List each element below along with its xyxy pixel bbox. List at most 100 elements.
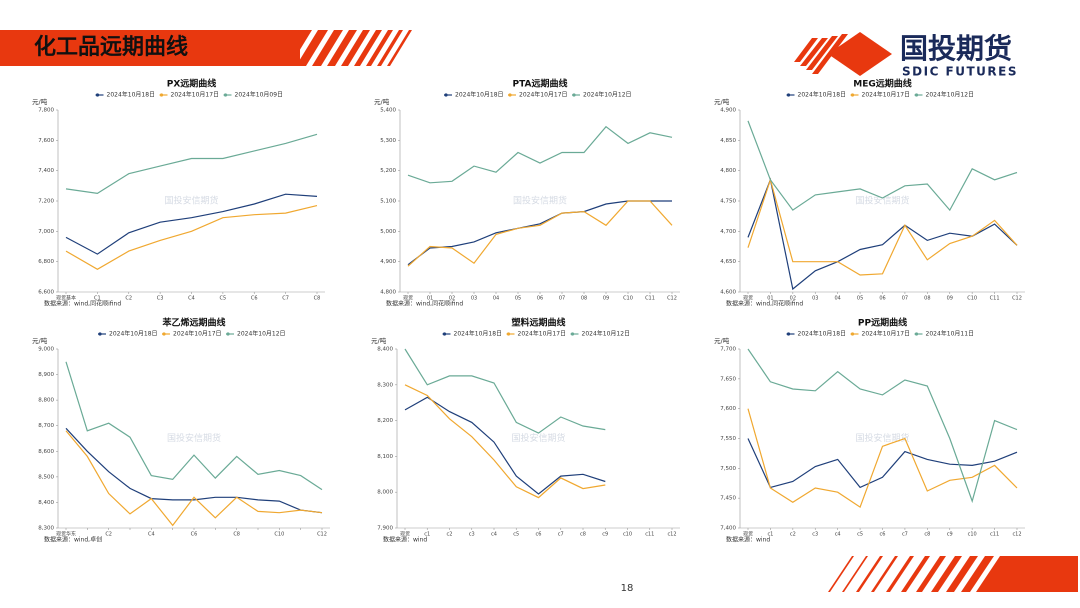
x-tick-label: c10 — [968, 532, 977, 538]
series-line — [747, 120, 1018, 212]
source-note: 数据来源：wind — [383, 536, 427, 544]
legend-dot — [444, 93, 448, 97]
chart-title: 塑料远期曲线 — [511, 317, 565, 329]
legend-label: 2024年10月18日 — [107, 91, 156, 99]
y-axis-label: 元/吨 — [32, 97, 48, 106]
y-tick-label: 8,300 — [38, 526, 54, 532]
x-tick-label: c11 — [645, 532, 654, 538]
x-tick-label: 现货 — [743, 531, 753, 538]
legend-label: 2024年10月09日 — [235, 91, 284, 99]
y-tick-label: 8,400 — [377, 347, 393, 353]
x-tick-label: 07 — [902, 296, 908, 302]
x-tick-label: c9 — [602, 532, 608, 538]
x-tick-label: c2 — [790, 532, 796, 538]
y-tick-label: 4,900 — [380, 259, 396, 265]
watermark: 国投安信期货 — [513, 195, 567, 207]
slide-title: 化工品远期曲线 — [34, 34, 188, 60]
logo-mark — [794, 32, 892, 76]
y-tick-label: 7,400 — [720, 526, 736, 532]
chart-title: PP远期曲线 — [858, 317, 907, 329]
y-tick-label: 8,100 — [377, 454, 393, 460]
legend-label: 2024年10月17日 — [862, 330, 911, 338]
legend-label: 2024年10月12日 — [583, 91, 632, 99]
y-axis-label: 元/吨 — [374, 97, 390, 106]
x-tick-label: 05 — [857, 296, 863, 302]
y-tick-label: 4,650 — [720, 259, 736, 265]
x-tick-label: c3 — [469, 532, 475, 538]
legend-label: 2024年10月17日 — [862, 91, 911, 99]
x-tick-label: C10 — [274, 532, 284, 538]
legend-dot — [508, 93, 512, 97]
x-tick-label: c12 — [667, 532, 676, 538]
chart: PP远期曲线 2024年10月18日 2024年10月17日 2024年10月11日元… — [714, 317, 1025, 544]
x-tick-label: 06 — [537, 296, 543, 302]
legend-label: 2024年10月18日 — [798, 91, 847, 99]
logo-text: 国投期货 — [900, 32, 1012, 65]
y-tick-label: 5,400 — [380, 108, 396, 114]
y-tick-label: 8,500 — [38, 474, 54, 480]
y-tick-label: 8,700 — [38, 423, 54, 429]
y-tick-label: 4,800 — [720, 168, 736, 174]
legend-dot — [914, 332, 919, 336]
source-note: 数据来源：wind,同花顺ifind — [726, 300, 803, 308]
series-line — [407, 200, 672, 266]
series-line — [407, 125, 673, 184]
legend-dot — [850, 93, 855, 97]
y-tick-label: 7,800 — [38, 108, 54, 114]
legend-dot — [159, 93, 164, 97]
y-axis-label: 元/吨 — [714, 336, 730, 345]
x-tick-label: C6 — [251, 296, 258, 302]
series-line — [65, 430, 323, 527]
legend-label: 2024年10月17日 — [518, 330, 567, 338]
x-tick-label: C11 — [990, 296, 1000, 302]
y-axis-label: 元/吨 — [371, 336, 387, 345]
y-axis-label: 元/吨 — [32, 336, 48, 345]
y-tick-label: 7,650 — [720, 376, 736, 382]
x-tick-label: c12 — [1012, 532, 1021, 538]
series-line — [65, 205, 318, 270]
y-tick-label: 4,900 — [720, 108, 736, 114]
source-note: 数据来源：wind — [726, 536, 770, 544]
legend-dot — [570, 332, 575, 336]
legend-label: 2024年10月12日 — [926, 91, 975, 99]
y-tick-label: 7,600 — [720, 406, 736, 412]
chart-title: MEG远期曲线 — [853, 78, 912, 90]
watermark: 国投安信期货 — [164, 195, 218, 207]
legend-dot — [226, 332, 230, 336]
x-tick-label: c1 — [767, 532, 773, 538]
x-tick-label: 07 — [559, 296, 565, 302]
legend-dot — [95, 93, 100, 97]
y-tick-label: 5,200 — [380, 168, 396, 174]
y-tick-label: 8,600 — [38, 449, 54, 455]
chart: PX远期曲线 2024年10月18日 2024年10月17日 2024年10月09日元… — [32, 78, 325, 308]
watermark: 国投安信期货 — [855, 195, 909, 207]
y-tick-label: 7,000 — [38, 229, 54, 235]
y-tick-label: 4,800 — [380, 290, 396, 296]
chart: 塑料远期曲线 2024年10月18日 2024年10月17日 2024年10月12日元… — [371, 317, 680, 544]
legend-label: 2024年10月18日 — [798, 330, 847, 338]
chart-title: PX远期曲线 — [167, 78, 217, 90]
y-tick-label: 7,400 — [38, 168, 54, 174]
x-tick-label: 06 — [879, 296, 885, 302]
y-axis-label: 元/吨 — [714, 97, 730, 106]
source-note: 数据来源：wind,同花顺ifind — [386, 300, 463, 308]
y-tick-label: 4,750 — [720, 199, 736, 205]
y-tick-label: 4,850 — [720, 138, 736, 144]
x-tick-label: C10 — [967, 296, 977, 302]
x-tick-label: c11 — [990, 532, 999, 538]
y-tick-label: 5,100 — [380, 199, 396, 205]
x-tick-label: 03 — [812, 296, 818, 302]
legend-label: 2024年10月17日 — [171, 91, 220, 99]
x-tick-label: c1 — [424, 532, 430, 538]
x-tick-label: c3 — [812, 532, 818, 538]
y-tick-label: 5,300 — [380, 138, 396, 144]
x-tick-label: C8 — [233, 532, 240, 538]
x-tick-label: C5 — [220, 296, 227, 302]
x-tick-label: c8 — [924, 532, 930, 538]
x-tick-label: c7 — [558, 532, 564, 538]
y-tick-label: 7,550 — [720, 436, 736, 442]
watermark: 国投安信期货 — [855, 432, 909, 444]
series-line — [407, 200, 673, 267]
x-tick-label: 08 — [581, 296, 587, 302]
